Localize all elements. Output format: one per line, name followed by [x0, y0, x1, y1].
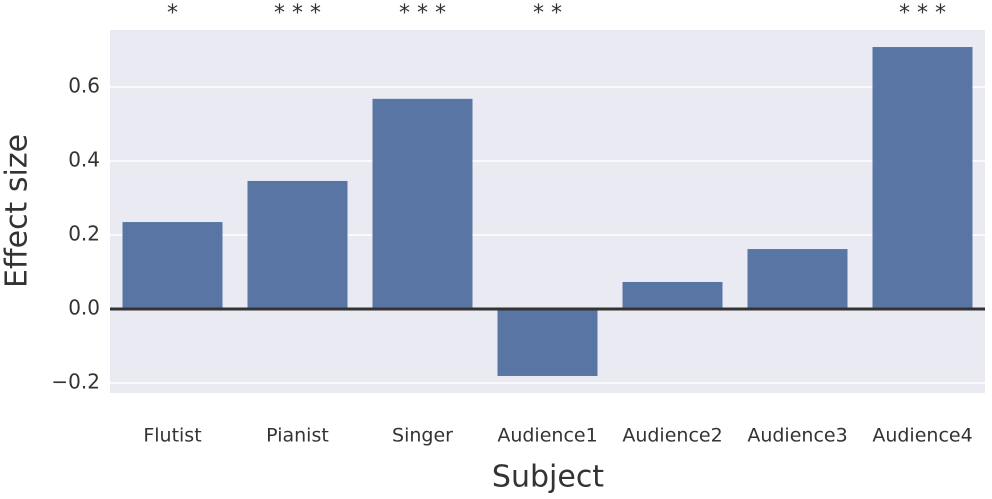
y-axis-label: Effect size: [0, 134, 35, 288]
x-tick-label: Audience4: [872, 425, 972, 447]
x-tick-label: Singer: [392, 425, 453, 447]
y-tick-label: −0.2: [51, 370, 100, 394]
y-tick-label: 0.2: [68, 221, 100, 245]
bar: [497, 309, 598, 376]
bar: [247, 180, 348, 310]
bar: [122, 222, 223, 310]
y-tick-label: 0.4: [68, 147, 100, 171]
x-tick-label: Audience3: [747, 425, 847, 447]
bar: [372, 98, 473, 310]
x-tick-label: Audience1: [497, 425, 597, 447]
significance-label: * * *: [899, 1, 946, 26]
x-tick-label: Flutist: [143, 425, 201, 447]
y-tick-label: 0.6: [68, 73, 100, 97]
significance-label: * *: [533, 1, 562, 26]
y-tick-label: 0.0: [68, 296, 100, 320]
x-axis-label: Subject: [492, 460, 604, 495]
bar: [872, 47, 973, 310]
x-tick-label: Pianist: [266, 425, 329, 447]
significance-label: * * *: [399, 1, 446, 26]
x-tick-label: Audience2: [622, 425, 722, 447]
bar: [622, 281, 723, 310]
bar: [747, 249, 848, 310]
significance-label: *: [167, 1, 178, 26]
significance-label: * * *: [274, 1, 321, 26]
